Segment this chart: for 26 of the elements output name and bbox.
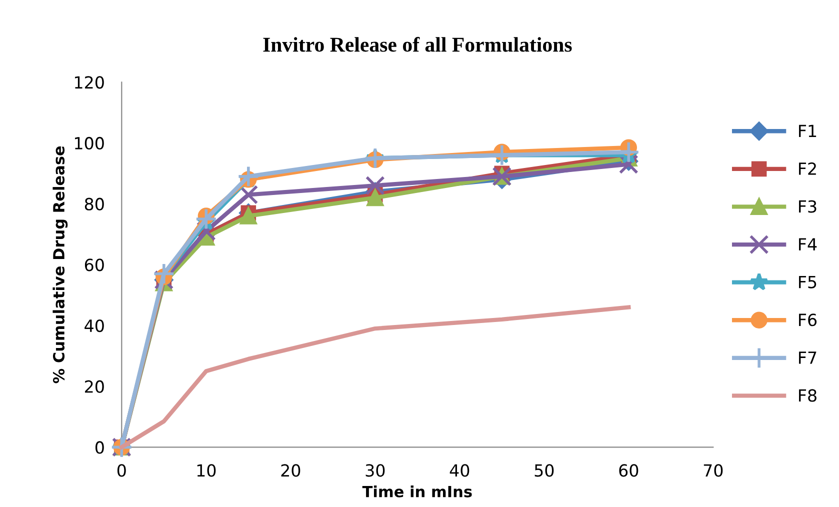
legend-label: F6 [799,314,817,326]
y-tick-label: 100 [75,136,104,150]
x-axis-title: Time in mIns [362,486,472,498]
legend-label: F4 [799,238,817,250]
y-tick-label: 80 [84,198,104,210]
legend-label: F7 [799,352,816,364]
legend-label: F1 [799,124,816,137]
y-tick-label: 0 [95,441,104,454]
legend-label: F5 [799,276,816,288]
chart-title: Invitro Release of all Formulations [263,36,572,52]
x-tick-label: 40 [450,464,470,477]
y-tick-label: 120 [75,76,104,89]
x-tick-label: 20 [281,464,300,477]
y-tick-label: 40 [84,319,104,332]
legend-label: F3 [799,200,816,213]
legend-label: F2 [799,162,816,175]
x-tick-label: 60 [619,464,638,477]
legend-label: F8 [799,389,816,402]
x-tick-label: 50 [534,464,554,477]
x-tick-label: 0 [117,464,126,477]
x-tick-label: 70 [704,464,723,477]
y-tick-label: 60 [84,258,104,272]
x-tick-label: 10 [197,464,216,477]
y-axis-title: % Cumulative Drug Release [52,146,68,384]
x-tick-label: 30 [366,464,385,477]
y-tick-label: 20 [85,380,104,393]
